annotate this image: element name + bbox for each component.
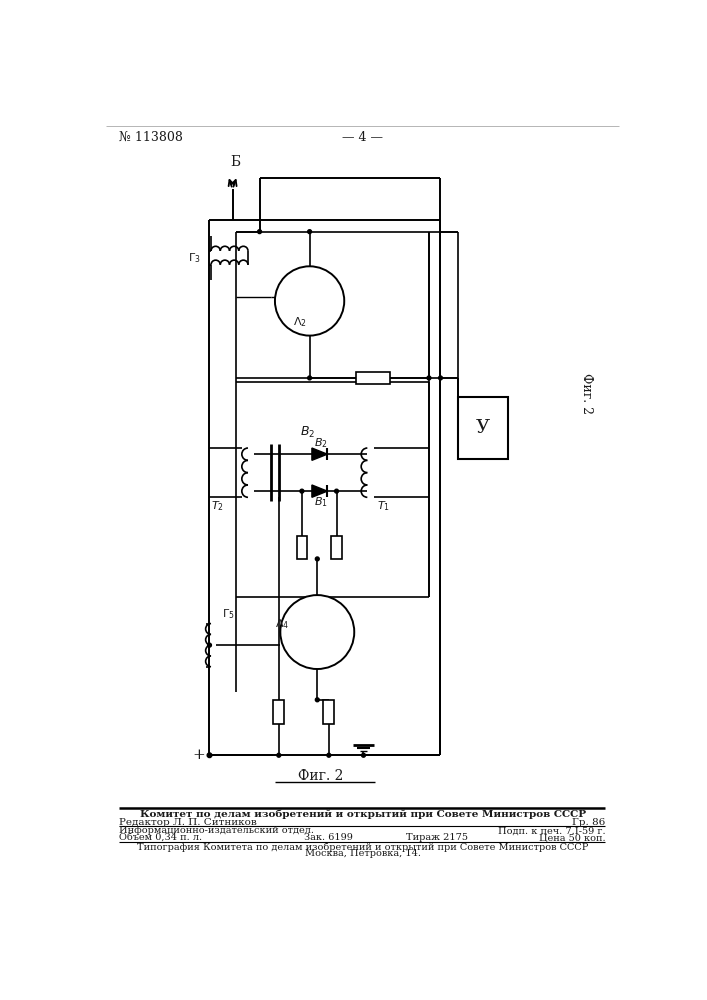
Bar <box>274 700 284 724</box>
Text: $T_1$: $T_1$ <box>377 500 390 513</box>
Text: Фиг. 2: Фиг. 2 <box>580 373 593 414</box>
Bar <box>324 700 334 724</box>
Bar <box>331 536 342 559</box>
Polygon shape <box>312 485 327 497</box>
Circle shape <box>207 753 212 758</box>
Text: Комитет по делам изобретений и открытий при Совете Министров СССР: Комитет по делам изобретений и открытий … <box>140 810 586 819</box>
Text: Б: Б <box>230 155 240 169</box>
Text: $\Lambda_4$: $\Lambda_4$ <box>275 617 289 631</box>
Text: Фиг. 2: Фиг. 2 <box>298 769 344 783</box>
Circle shape <box>315 698 320 702</box>
Text: Редактор Л. П. Ситников: Редактор Л. П. Ситников <box>119 818 257 827</box>
Circle shape <box>334 489 339 493</box>
Circle shape <box>300 489 304 493</box>
Text: $\Lambda_2$: $\Lambda_2$ <box>293 316 308 329</box>
Circle shape <box>327 753 331 757</box>
Bar <box>458 397 508 459</box>
Text: Информационно-издательский отдел.: Информационно-издательский отдел. <box>119 826 315 835</box>
Circle shape <box>277 753 281 757</box>
Circle shape <box>438 376 443 380</box>
Text: Цена 50 коп.: Цена 50 коп. <box>539 833 605 842</box>
Polygon shape <box>312 448 327 460</box>
Text: $B_2$: $B_2$ <box>300 425 315 440</box>
Circle shape <box>275 266 344 336</box>
Text: Тираж 2175: Тираж 2175 <box>406 833 467 842</box>
Circle shape <box>427 376 431 380</box>
Circle shape <box>315 557 320 561</box>
Bar <box>296 536 308 559</box>
Circle shape <box>208 643 211 647</box>
Text: +: + <box>192 748 205 762</box>
Text: $\Gamma_5$: $\Gamma_5$ <box>222 607 234 621</box>
Text: Гр. 86: Гр. 86 <box>572 818 605 827</box>
Circle shape <box>257 230 262 234</box>
Text: Москва, Петровка, 14.: Москва, Петровка, 14. <box>305 849 421 858</box>
Text: $\Gamma_3$: $\Gamma_3$ <box>187 251 200 265</box>
Circle shape <box>308 376 312 380</box>
Text: $B_1$: $B_1$ <box>314 495 328 509</box>
Text: $T_2$: $T_2$ <box>211 500 224 513</box>
Text: У: У <box>477 419 490 437</box>
Text: Объем 0,34 п. л.: Объем 0,34 п. л. <box>119 833 202 842</box>
Text: Подп. к печ. 7.I-59 г.: Подп. к печ. 7.I-59 г. <box>498 826 605 835</box>
Text: Типография Комитета по делам изобретений и открытий при Совете Министров СССР: Типография Комитета по делам изобретений… <box>137 842 588 852</box>
Circle shape <box>308 230 312 234</box>
Text: Зак. 6199: Зак. 6199 <box>305 833 354 842</box>
Circle shape <box>281 595 354 669</box>
Bar <box>356 372 390 384</box>
Text: — 4 —: — 4 — <box>342 131 383 144</box>
Text: № 113808: № 113808 <box>119 131 183 144</box>
Circle shape <box>361 753 366 757</box>
Text: $B_2$: $B_2$ <box>314 436 328 450</box>
